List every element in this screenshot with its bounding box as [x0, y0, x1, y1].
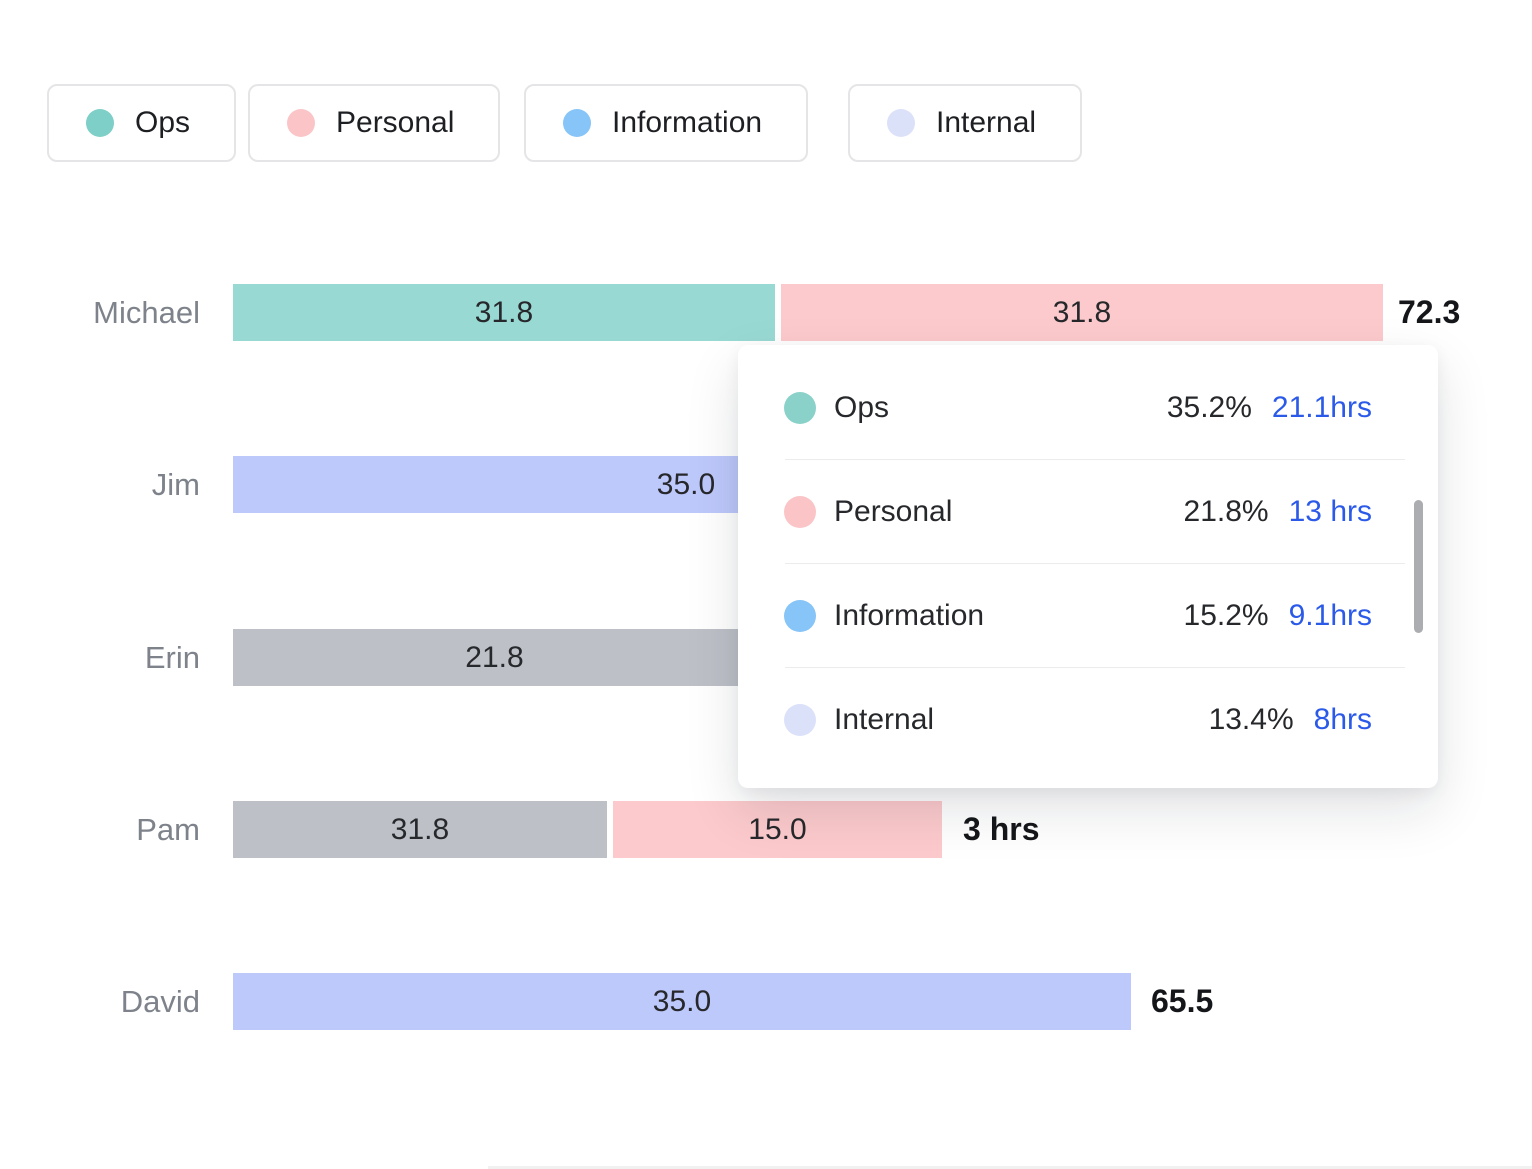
tooltip-series-percent: 15.2% [1183, 598, 1269, 632]
bar-segment-erin[interactable]: 21.8 [233, 629, 756, 686]
legend-label-information: Information [612, 106, 763, 139]
bar-value: 31.8 [1052, 295, 1112, 329]
internal-series-dot [784, 703, 816, 736]
row-total-michael: 72.3 [1398, 294, 1461, 330]
tooltip-series-hours-link[interactable]: 13 hrs [1288, 494, 1372, 528]
segments-david: 35.0 [233, 973, 1131, 1030]
tooltip-divider [785, 563, 1405, 564]
bar-value: 21.8 [465, 640, 524, 674]
tooltip-row-personal: Personal 21.8% 13 hrs [738, 460, 1438, 563]
bar-value: 15.0 [748, 812, 807, 846]
segments-pam: 31.8 15.0 [233, 801, 942, 858]
bar-segment-michael-ops[interactable]: 31.8 [233, 284, 775, 341]
tooltip-series-label: Ops [834, 390, 890, 424]
legend-label-internal: Internal [936, 106, 1037, 139]
tooltip-row-internal: Internal 13.4% 8hrs [738, 668, 1438, 771]
legend-item-information[interactable]: Information [524, 84, 809, 162]
bar-segment-pam-inactive[interactable]: 31.8 [233, 801, 607, 858]
bar-segment-david-internal[interactable]: 35.0 [233, 973, 1131, 1030]
legend-label-personal: Personal [336, 106, 455, 139]
tooltip-scrollbar-thumb[interactable] [1414, 500, 1423, 633]
bar-row-erin: Erin 21.8 [0, 629, 1532, 686]
information-series-dot [784, 599, 816, 632]
row-total-david: 65.5 [1151, 983, 1214, 1019]
bar-row-david: David 35.0 65.5 [0, 973, 1532, 1030]
personal-series-dot [784, 495, 816, 528]
tooltip-row-ops: Ops 35.2% 21.1hrs [738, 356, 1438, 459]
bar-row-michael: Michael 31.8 31.8 72.3 [0, 284, 1532, 341]
tooltip-series-label: Personal [834, 494, 953, 528]
segments-michael: 31.8 31.8 [233, 284, 1383, 341]
bar-segment-michael-personal[interactable]: 31.8 [781, 284, 1383, 341]
tooltip-series-percent: 35.2% [1166, 390, 1252, 424]
bar-row-pam: Pam 31.8 15.0 3 hrs [0, 801, 1532, 858]
tooltip-series-percent: 13.4% [1208, 702, 1294, 736]
row-label-pam: Pam [136, 811, 200, 847]
legend-item-personal[interactable]: Personal [248, 84, 501, 162]
row-label-david: David [120, 983, 200, 1019]
bar-value: 31.8 [474, 295, 534, 329]
bar-value: 35.0 [652, 984, 712, 1018]
legend-item-internal[interactable]: Internal [848, 84, 1083, 162]
bar-segment-pam-personal[interactable]: 15.0 [613, 801, 942, 858]
tooltip-divider [785, 667, 1405, 668]
tooltip-series-hours-link[interactable]: 21.1hrs [1271, 390, 1372, 424]
tooltip-divider [785, 459, 1405, 460]
segments-erin: 21.8 [233, 629, 756, 686]
row-total-pam: 3 hrs [963, 811, 1040, 847]
bottom-edge-artifact [488, 1166, 1532, 1169]
internal-series-dot [887, 109, 915, 137]
bar-value: 31.8 [390, 812, 450, 846]
tooltip-row-information: Information 15.2% 9.1hrs [738, 564, 1438, 667]
personal-series-dot [287, 109, 315, 137]
tooltip-series-label: Information [834, 598, 985, 632]
tooltip-series-percent: 21.8% [1183, 494, 1269, 528]
tooltip-series-hours-link[interactable]: 9.1hrs [1288, 598, 1372, 632]
bar-value: 35.0 [656, 467, 716, 501]
legend-label-ops: Ops [135, 106, 191, 139]
ops-series-dot [784, 391, 816, 424]
tooltip-series-hours-link[interactable]: 8hrs [1313, 702, 1372, 736]
ops-series-dot [86, 109, 114, 137]
row-label-michael: Michael [93, 294, 200, 330]
legend-item-ops[interactable]: Ops [47, 84, 237, 162]
information-series-dot [563, 109, 591, 137]
row-label-erin: Erin [144, 639, 200, 675]
row-label-jim: Jim [151, 466, 200, 502]
series-breakdown-tooltip: Ops 35.2% 21.1hrs Personal 21.8% 13 hrs … [738, 345, 1438, 788]
tooltip-series-label: Internal [834, 702, 935, 736]
